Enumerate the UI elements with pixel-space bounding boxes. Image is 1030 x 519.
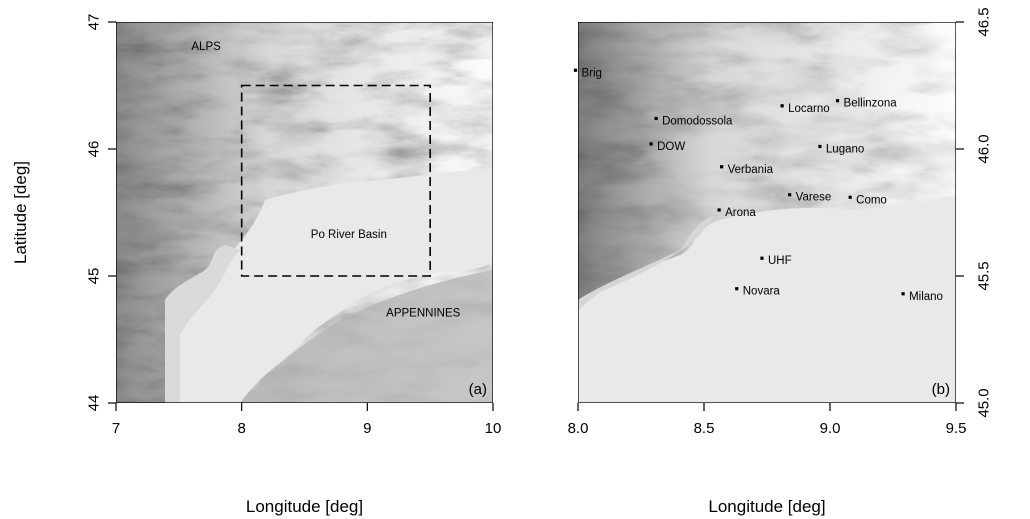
place-label: Bellinzona (844, 98, 898, 110)
place-dot (720, 165, 724, 169)
place-label: Domodossola (662, 116, 733, 128)
po-plain-b (578, 195, 956, 403)
y-tick-label: 46 (86, 141, 103, 158)
place-label: Milano (909, 291, 943, 303)
place-dot (649, 142, 653, 146)
place-dot (780, 104, 784, 108)
x-tick-label: 9.5 (946, 420, 967, 437)
place-label: Lugano (826, 143, 864, 155)
place-marker: Locarno (780, 103, 830, 115)
x-axis-b: 8.0 8.5 9.0 9.5 Longitude [deg] (568, 403, 967, 516)
place-label: DOW (657, 141, 685, 153)
y-tick-label: 45.5 (976, 261, 993, 290)
y-tick-label: 45.0 (976, 388, 993, 417)
region-label: ALPS (191, 41, 221, 53)
x-tick-label: 10 (485, 420, 502, 437)
x-tick-label: 8 (237, 420, 245, 437)
y-axis-b: 45.0 45.5 46.0 46.5 (956, 7, 993, 418)
panel-a-terrain (116, 22, 493, 403)
place-marker: Milano (901, 291, 943, 303)
region-label: APPENNINES (386, 308, 460, 320)
region-label: Po River Basin (311, 229, 387, 241)
study-area-box (240, 84, 431, 277)
place-dot (654, 116, 658, 121)
x-axis-title-a: Longitude [deg] (246, 497, 363, 516)
place-label: Verbania (728, 164, 774, 176)
po-plain-a-lower (165, 245, 240, 403)
place-label: Novara (743, 286, 781, 298)
y-tick-label: 45 (86, 268, 103, 285)
place-dot (573, 68, 578, 72)
x-tick-label: 8.5 (694, 420, 715, 437)
place-marker: Lugano (818, 143, 864, 155)
place-dot (901, 292, 905, 296)
place-label: Varese (796, 192, 832, 204)
x-axis-title-b: Longitude [deg] (708, 497, 825, 516)
place-dot (788, 193, 792, 197)
place-dot (717, 208, 721, 212)
y-tick-label: 47 (86, 14, 103, 31)
place-dot (835, 99, 840, 103)
y-tick-label: 46.5 (976, 7, 993, 36)
appennines-a (240, 270, 493, 403)
place-dot (848, 195, 852, 199)
y-axis-title-a: Latitude [deg] (11, 161, 30, 264)
x-tick-label: 8.0 (568, 420, 589, 437)
x-tick-label: 7 (112, 420, 120, 437)
place-dot (818, 144, 822, 149)
place-marker: Bellinzona (835, 98, 898, 110)
place-marker: Novara (735, 286, 780, 298)
po-plain-b-edge (578, 215, 715, 310)
place-marker: Como (848, 194, 887, 206)
place-dot (760, 256, 764, 260)
place-marker: UHF (760, 255, 792, 267)
y-axis-a: 44 45 46 47 Latitude [deg] (11, 14, 116, 412)
place-label: Locarno (788, 103, 830, 115)
panel-b-terrain (578, 22, 956, 403)
place-marker: Domodossola (654, 116, 733, 128)
axes-layer: 7 8 9 10 Longitude [deg] 44 45 46 47 Latitude [de… (11, 7, 993, 516)
x-tick-label: 9 (363, 420, 371, 437)
place-marker: Verbania (720, 164, 774, 176)
place-dot (735, 287, 739, 291)
y-tick-label: 44 (86, 395, 103, 412)
po-plain-a (170, 168, 493, 403)
place-label: UHF (768, 255, 792, 267)
place-label: Arona (725, 207, 756, 219)
x-tick-label: 9.0 (820, 420, 841, 437)
place-marker: Varese (788, 192, 831, 204)
y-tick-label: 46.0 (976, 134, 993, 163)
place-marker: DOW (649, 141, 685, 153)
mark-layer: (a) ALPS Po River Basin APPENNINES (b) Brig Do… (191, 41, 950, 398)
x-axis-a: 7 8 9 10 Longitude [deg] (112, 403, 502, 516)
place-marker: Arona (717, 207, 756, 219)
panel-tag-a: (a) (469, 381, 487, 398)
place-label: Brig (581, 67, 601, 79)
panel-tag-b: (b) (932, 381, 950, 398)
place-marker: Brig (573, 67, 602, 79)
place-label: Como (856, 194, 887, 206)
